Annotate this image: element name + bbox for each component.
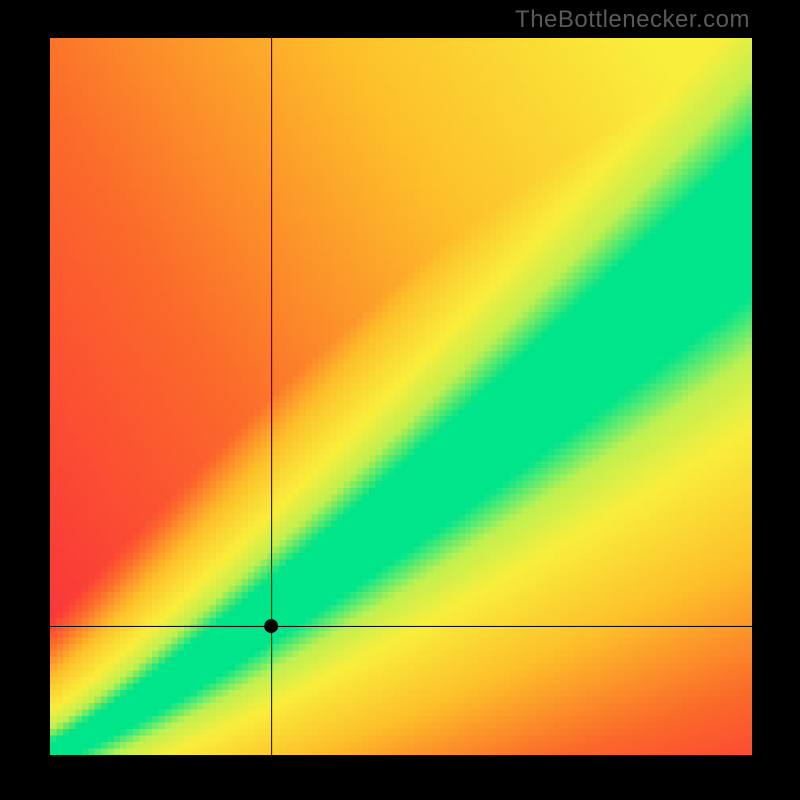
plot-area (50, 38, 752, 755)
crosshair-overlay (50, 38, 752, 755)
figure-container: { "watermark": "TheBottlenecker.com", "c… (0, 0, 800, 800)
watermark-text: TheBottlenecker.com (515, 6, 750, 34)
